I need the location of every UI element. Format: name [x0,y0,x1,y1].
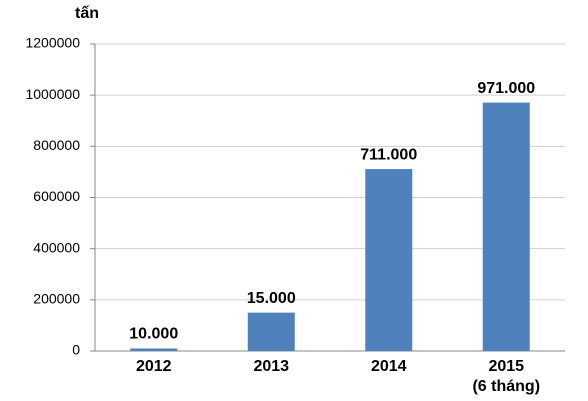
y-tick-label: 0 [72,342,80,358]
y-axis-label: tấn [75,5,99,22]
bar [365,169,413,351]
bar [482,102,530,351]
bar [247,312,295,351]
y-tick-label: 800000 [33,137,80,153]
data-label: 711.000 [360,146,417,163]
x-tick-label: 2013 [253,358,290,375]
y-tick-label: 1200000 [25,35,80,51]
data-label: 15.000 [247,290,296,307]
x-tick-label: 2012 [135,358,172,375]
x-tick-label: 2014 [370,358,407,375]
y-tick-label: 400000 [33,239,80,255]
x-tick-label: 2015 (6 tháng) [472,358,541,395]
y-tick-label: 1000000 [25,86,80,102]
bar [130,348,178,351]
y-tick-label: 600000 [33,188,80,204]
data-label: 971.000 [477,80,535,97]
data-label: 10.000 [129,326,178,343]
y-tick-label: 200000 [33,291,80,307]
